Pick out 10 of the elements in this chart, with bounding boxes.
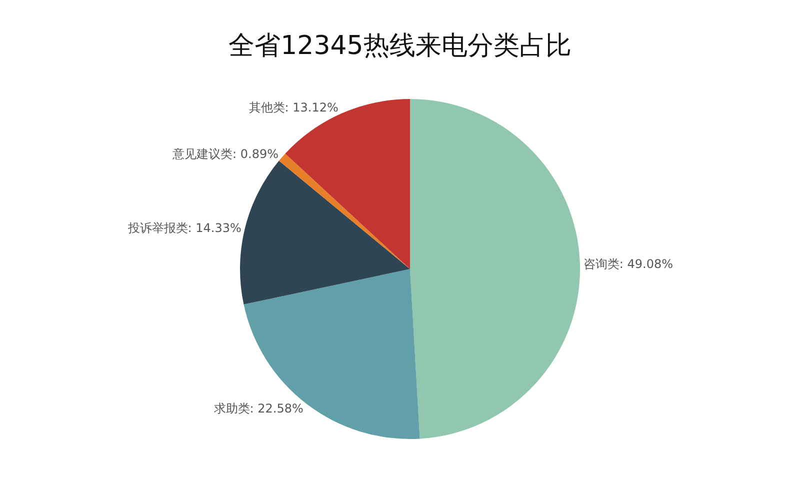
pie-slice: [240, 160, 410, 304]
slice-label: 其他类: 13.12%: [248, 100, 338, 114]
pie-slice: [285, 99, 410, 269]
chart-title: 全省12345热线来电分类占比: [228, 31, 572, 62]
slice-label: 求助类: 22.58%: [214, 402, 304, 416]
pie-slice: [410, 99, 580, 439]
slice-label: 咨询类: 49.08%: [583, 257, 674, 272]
slice-label: 投诉举报类: 14.33%: [126, 221, 242, 236]
pie-slice: [278, 154, 410, 269]
slice-label: 意见建议类: 0.89%: [172, 147, 279, 162]
